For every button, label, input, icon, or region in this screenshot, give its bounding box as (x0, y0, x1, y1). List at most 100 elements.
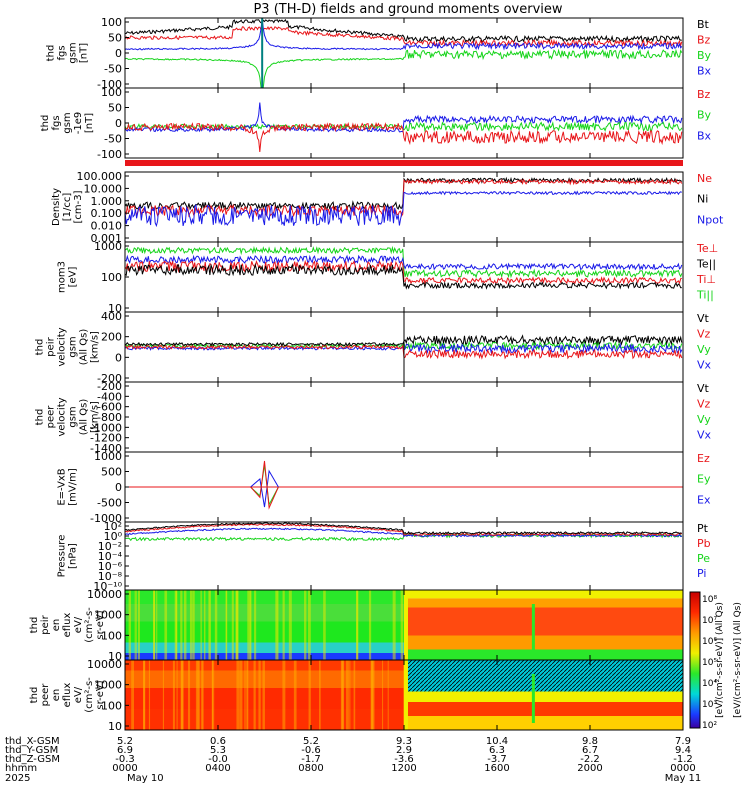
y-tick-label: 100.000 (77, 170, 123, 183)
footer-cell: -3.7 (487, 754, 507, 765)
legend-Pi: Pi (697, 567, 706, 580)
spectrogram-streak (372, 660, 375, 730)
footer-cell: -1.7 (301, 754, 321, 765)
legend-Vx: Vx (697, 359, 712, 372)
spectrogram-streak (211, 660, 214, 730)
y-tick-label: -1200 (90, 432, 122, 445)
legend-Bx: Bx (697, 129, 712, 142)
y-axis-label: [km/s] (90, 331, 101, 363)
series-Bz (124, 122, 683, 153)
y-tick-label: 10⁻¹⁰ (93, 580, 122, 593)
footer-cell: -1.2 (673, 754, 693, 765)
spectrogram-streak (187, 660, 191, 730)
y-tick-label: 400 (101, 310, 122, 323)
y-tick-label: -1000 (90, 421, 122, 434)
y-axis-label: [nT] (84, 113, 95, 133)
spectrogram-streak (156, 590, 158, 660)
legend-Ni: Ni (697, 193, 708, 206)
spectrogram-band-pre (125, 653, 404, 660)
y-axis-label: gsm (68, 406, 79, 427)
footer-cell: 6.7 (582, 745, 598, 756)
legends-layer: Bt Bz By Bx Bz By Bx Ne Ni Npot Te⊥ Te|| Ti⊥ Ti|| Vt Vz… (696, 18, 724, 580)
spectrogram-streak (368, 590, 372, 660)
series-Vt (124, 334, 683, 347)
y-axis-label: Density (51, 188, 62, 226)
footer-cell: -3.6 (394, 754, 414, 765)
spectrogram-streak (262, 660, 265, 730)
colorbar-tick-label: 10³ (702, 700, 717, 710)
footer-cell: 0000 (670, 763, 695, 774)
y-tick-label: 100 (101, 629, 122, 642)
y-axis-label: thd (29, 687, 40, 704)
legend-Vz: Vz (697, 328, 711, 341)
spectrogram-streak (200, 590, 202, 660)
spectrogram-band-post (404, 691, 683, 702)
panel-fgs: 100 50 0 -50 -100 thd fgs gsm [nT] (46, 16, 684, 91)
y-tick-label: 50 (108, 102, 122, 115)
footer-row-label: thd_Y-GSM (5, 745, 58, 756)
spectrogram-streak (323, 590, 326, 660)
y-axis-label: gsm (68, 336, 79, 357)
legend-Bz: Bz (697, 88, 711, 101)
y-axis-label: thd (46, 45, 57, 62)
y-axis-label: eV/ (73, 616, 84, 633)
spectrogram-streak (382, 660, 384, 730)
y-axis-label: velocity (57, 327, 68, 366)
footer-cell: -0.0 (208, 754, 228, 765)
chart-title: P3 (TH-D) fields and ground moments over… (253, 2, 562, 17)
y-tick-label: -500 (97, 497, 122, 510)
y-tick-label: 10⁻⁴ (98, 550, 123, 563)
legend-Bx: Bx (697, 65, 712, 78)
spectrogram-band-pre (125, 621, 404, 643)
spectrogram-streak (282, 660, 286, 730)
series-Bt (124, 18, 682, 44)
footer-cell: 10.4 (486, 736, 508, 747)
y-tick-label: 1000 (94, 679, 122, 692)
spectrogram-streak (235, 590, 239, 660)
spectrogram-streak (288, 590, 292, 660)
footer-cell: 6.3 (489, 745, 505, 756)
spectrogram-streak (231, 590, 234, 660)
spectrogram-streak (258, 660, 261, 730)
spectrogram-streak (128, 590, 132, 660)
y-tick-label: 500 (101, 466, 122, 479)
footer-cell: May 10 (127, 773, 164, 784)
footer-cell: 6.9 (117, 745, 133, 756)
y-axis-label: (All Qs) (79, 399, 90, 436)
spectrogram-streak (404, 660, 408, 730)
spectrogram-band-post (404, 607, 683, 636)
footer-cell: 0400 (205, 763, 230, 774)
y-axis-label: en (51, 689, 62, 702)
spectrogram-streak (340, 660, 344, 730)
footer-cell: 7.9 (675, 736, 691, 747)
legend-Bz: Bz (697, 34, 711, 47)
y-axis-label: [eV] (68, 267, 79, 288)
footer-row-label: thd_X-GSM (5, 736, 60, 747)
colorbar-tick-label: 10² (702, 721, 717, 731)
series-Bx (124, 19, 683, 51)
spectrogram-streak (304, 590, 307, 660)
footer-cell: 2.9 (396, 745, 412, 756)
panel-efield: 1000 500 0 -500 -1000 E=-VxB [mV/m] (57, 450, 684, 525)
y-axis-label: [km/s] (90, 401, 101, 433)
spectrogram-streak (137, 590, 140, 660)
spectrogram-streak (214, 590, 218, 660)
y-axis-label: thd (40, 115, 51, 132)
spectrogram-streak (387, 660, 389, 730)
series-Bx (124, 102, 683, 133)
y-axis-label: [1/cc] (62, 193, 73, 222)
y-tick-label: 10 (108, 302, 122, 315)
spectrogram-streak (172, 660, 175, 730)
spectrogram-streak (202, 660, 204, 730)
footer-cell: 9.3 (396, 736, 412, 747)
spectrogram-streak (253, 660, 256, 730)
spectrogram-streak (282, 590, 285, 660)
footer-cell: 5.2 (303, 736, 319, 747)
colorbar-tick-label: 10⁸ (702, 595, 717, 605)
y-tick-label: -800 (97, 411, 122, 424)
y-tick-label: 0 (115, 47, 122, 60)
panel-temp: 1000 100 10 mom3 [eV] (57, 240, 684, 315)
y-tick-label: 10² (104, 520, 122, 533)
spectrogram-band-post (404, 702, 683, 716)
